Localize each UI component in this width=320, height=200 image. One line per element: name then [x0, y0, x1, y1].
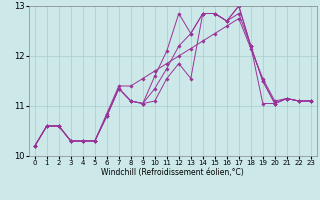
- X-axis label: Windchill (Refroidissement éolien,°C): Windchill (Refroidissement éolien,°C): [101, 168, 244, 177]
